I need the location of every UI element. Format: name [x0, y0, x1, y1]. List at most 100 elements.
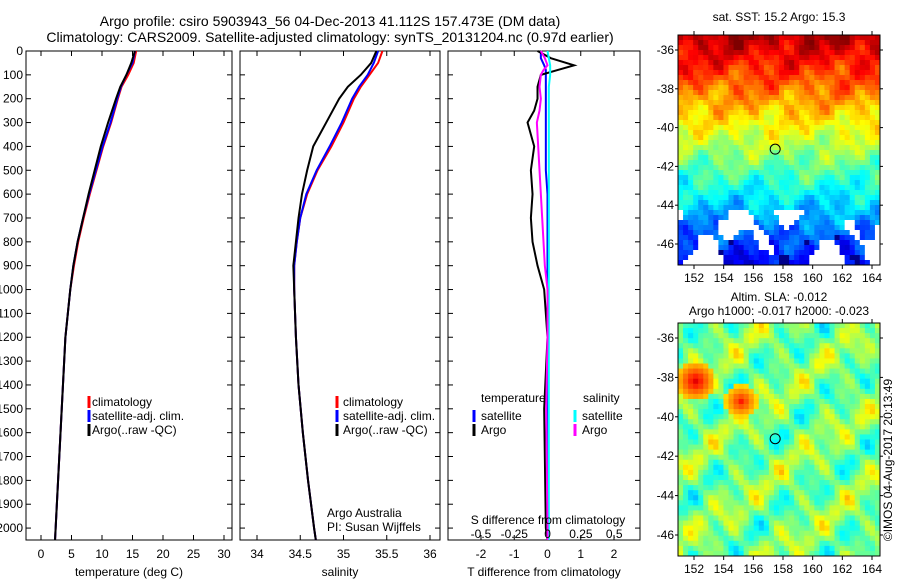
- map-cell: [758, 550, 765, 557]
- map-cell: [864, 115, 871, 121]
- map-cell: [748, 434, 755, 440]
- map-cell: [738, 540, 745, 547]
- map-cell: [849, 398, 856, 405]
- map-cell: [698, 490, 704, 496]
- map-cell: [768, 429, 775, 435]
- map-cell: [804, 434, 810, 440]
- map-cell: [814, 105, 820, 111]
- map-cell: [809, 368, 815, 375]
- map-cell: [814, 480, 820, 486]
- map-cell: [814, 358, 820, 365]
- map-cell: [713, 40, 719, 46]
- map-cell: [844, 255, 851, 261]
- map-cell: [804, 65, 810, 71]
- map-cell: [733, 500, 740, 506]
- map-cell: [728, 55, 735, 61]
- map-cell: [753, 469, 760, 476]
- map-cell: [859, 444, 866, 451]
- map-cell: [829, 530, 836, 537]
- map-cell: [728, 495, 735, 501]
- map-cell: [768, 550, 775, 557]
- map-cell: [859, 485, 866, 491]
- map-cell: [789, 510, 795, 516]
- map-cell: [849, 515, 856, 522]
- map-cell: [839, 515, 846, 522]
- map-cell: [713, 515, 719, 522]
- map-cell: [698, 414, 704, 420]
- map-cell: [794, 323, 800, 329]
- map-cell: [809, 510, 815, 516]
- map-cell: [789, 225, 795, 231]
- map-cell: [844, 240, 851, 246]
- map-cell: [789, 180, 795, 186]
- map-cell: [869, 260, 876, 266]
- map-cell: [733, 120, 740, 126]
- map-cell: [708, 250, 714, 256]
- map-cell: [753, 439, 760, 446]
- map-cell: [678, 414, 684, 420]
- map-cell: [698, 383, 704, 390]
- map-cell: [839, 500, 846, 506]
- map-cell: [708, 510, 714, 516]
- map-cell: [814, 363, 820, 370]
- map-cell: [809, 145, 815, 151]
- map-cell: [789, 220, 795, 226]
- map-cell: [723, 190, 729, 196]
- map-cell: [763, 55, 770, 61]
- map-cell: [698, 220, 704, 226]
- map-cell: [708, 190, 714, 196]
- map-cell: [854, 323, 861, 329]
- map-cell: [819, 530, 825, 537]
- map-cell: [728, 70, 735, 76]
- map-cell: [864, 328, 871, 334]
- map-cell: [713, 343, 719, 349]
- secondary-x-tick-label: 0.25: [569, 527, 593, 541]
- map-cell: [723, 388, 729, 395]
- map-cell: [683, 140, 689, 146]
- map-cell: [693, 505, 699, 511]
- map-cell: [844, 530, 851, 537]
- map-cell: [693, 200, 699, 206]
- map-cell: [839, 454, 846, 461]
- map-cell: [834, 398, 841, 405]
- map-cell: [819, 250, 825, 256]
- map-cell: [824, 373, 830, 380]
- map-cell: [809, 333, 815, 339]
- map-cell: [809, 75, 815, 81]
- map-cell: [874, 485, 881, 491]
- map-cell: [683, 65, 689, 71]
- map-cell: [723, 419, 729, 425]
- map-cell: [834, 55, 841, 61]
- map-cell: [743, 404, 750, 410]
- map-cell: [698, 373, 704, 380]
- map-cell: [768, 520, 775, 527]
- map-cell: [753, 115, 760, 121]
- map-cell: [834, 200, 841, 206]
- map-cell: [794, 100, 800, 106]
- map-cell: [693, 404, 699, 410]
- map-cell: [713, 195, 719, 201]
- x-tick-label: 35: [337, 547, 351, 561]
- map-cell: [839, 424, 846, 430]
- map-cell: [753, 60, 760, 66]
- map-cell: [824, 333, 830, 339]
- map-cell: [874, 368, 881, 375]
- map-cell: [683, 260, 689, 266]
- map-cell: [869, 55, 876, 61]
- map-cell: [819, 190, 825, 196]
- map-cell: [758, 125, 765, 131]
- map-cell: [794, 135, 800, 141]
- map-cell: [834, 358, 841, 365]
- map-cell: [854, 505, 861, 511]
- map-cell: [753, 180, 760, 186]
- map-cell: [763, 393, 770, 400]
- map-cell: [779, 550, 785, 557]
- map-cell: [683, 220, 689, 226]
- map-cell: [804, 155, 810, 161]
- map-cell: [844, 170, 851, 176]
- map-cell: [799, 105, 805, 111]
- map-cell: [854, 333, 861, 339]
- map-cell: [794, 439, 800, 446]
- map-cell: [799, 95, 805, 101]
- map-cell: [733, 505, 740, 511]
